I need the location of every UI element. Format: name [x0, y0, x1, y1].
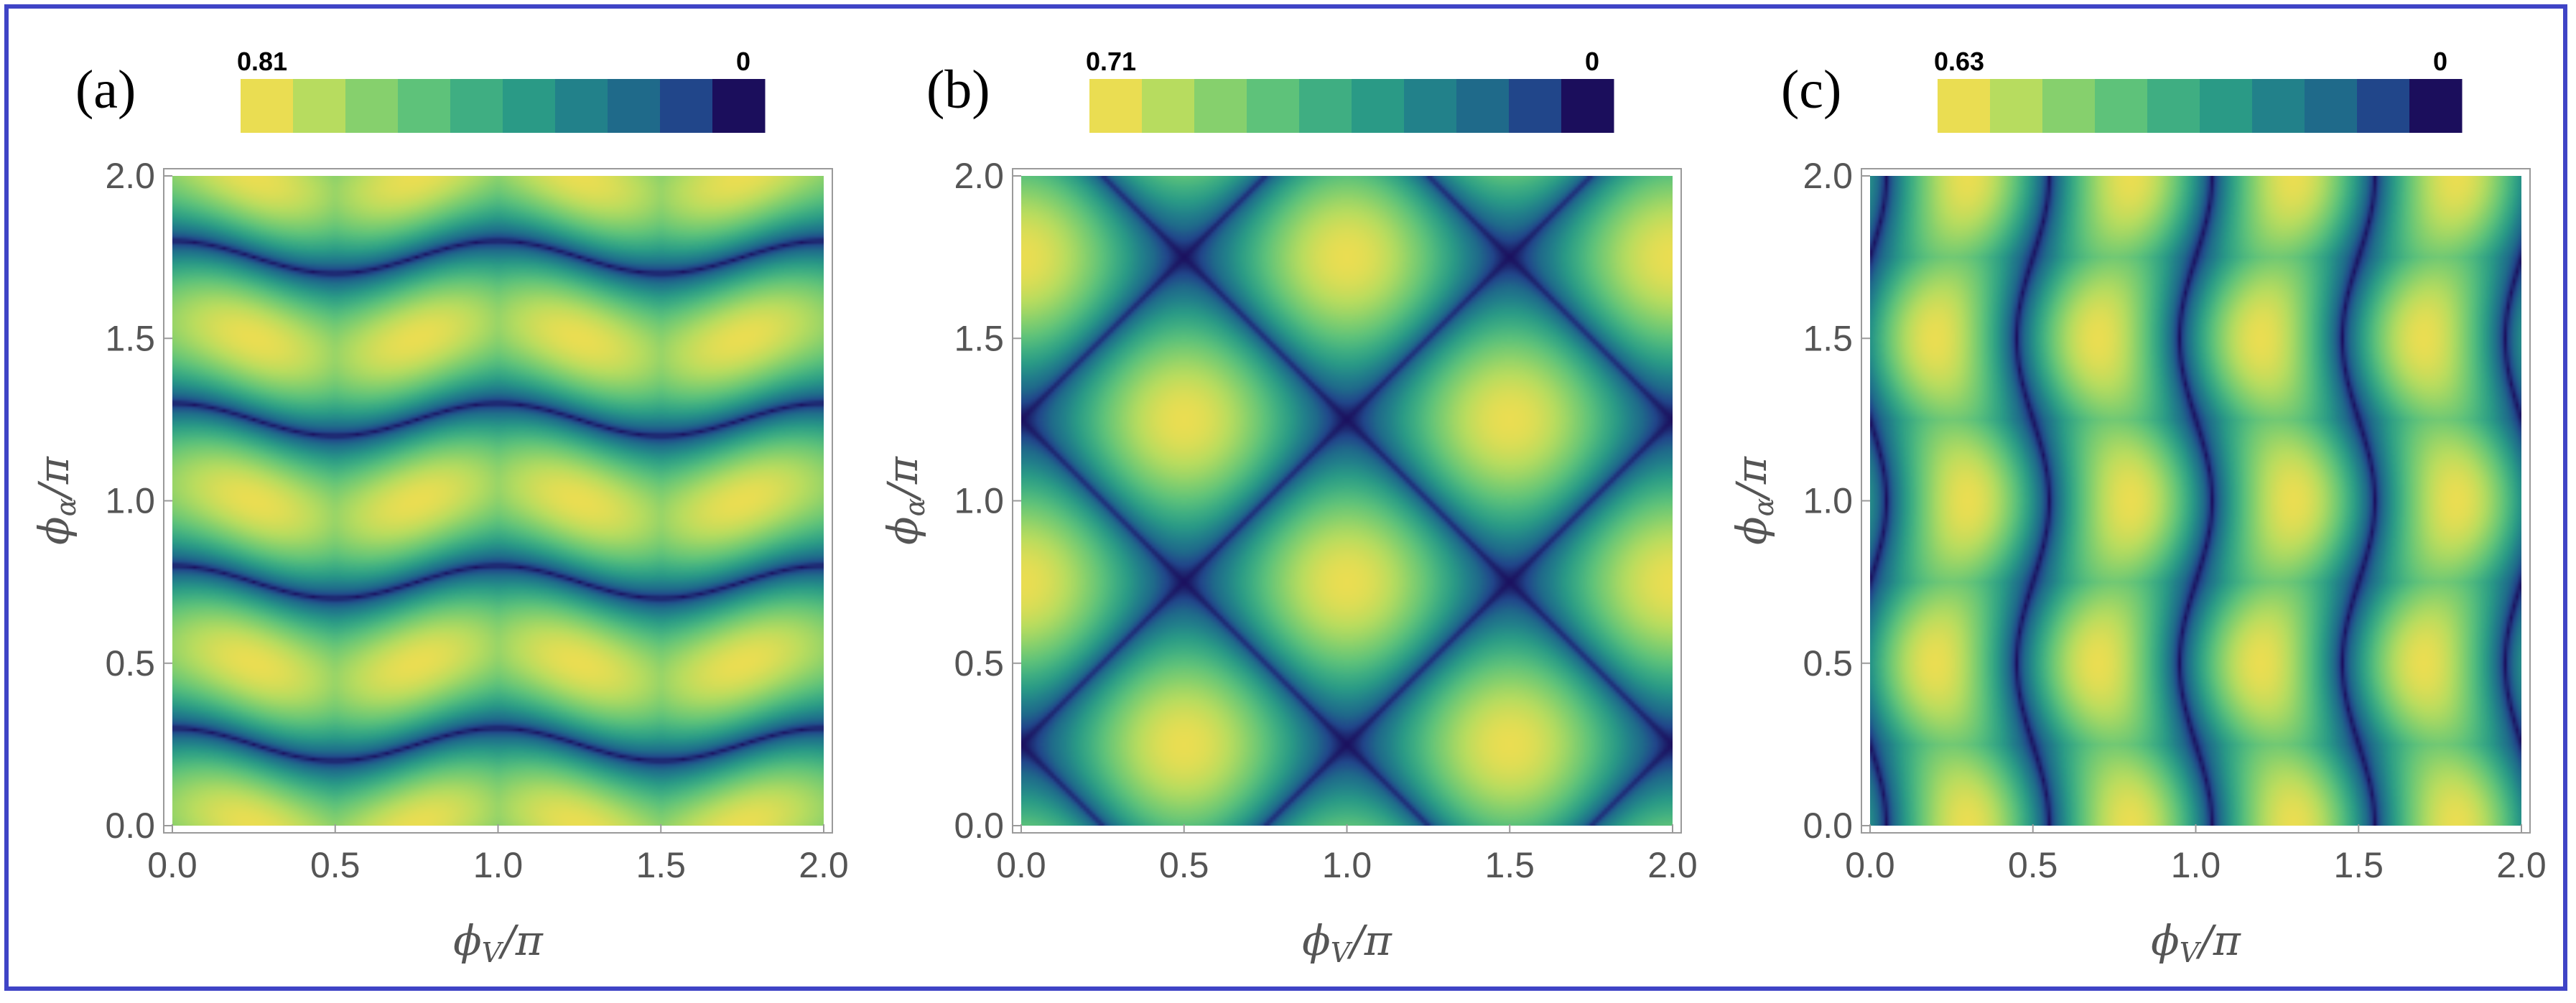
- x-tick-label: 2.0: [1647, 845, 1698, 885]
- colorbar-swatch: [503, 79, 556, 133]
- colorbar-swatch: [1509, 79, 1562, 133]
- x-tick-label: 1.5: [636, 845, 686, 885]
- colorbar-swatch: [241, 79, 294, 133]
- panel-c: (c) 0.63 0 0.0 0.5 1.0 1.5 2.0 0.0 0.5 1.0 1.5 2.0 ϕV…: [1727, 47, 2547, 969]
- panel-label-b: (b): [926, 60, 990, 120]
- colorbar-swatch: [1142, 79, 1195, 133]
- colorbar-swatch: [2409, 79, 2463, 133]
- y-tick-label: 0.0: [105, 806, 155, 846]
- y-tick-label: 0.0: [1803, 806, 1853, 846]
- colorbar-swatch: [2305, 79, 2358, 133]
- x-axis-label: ϕV/π: [2151, 916, 2241, 969]
- colorbar-swatch: [1247, 79, 1300, 133]
- colorbar-swatch: [2252, 79, 2305, 133]
- y-axis-label: ϕα/π: [1727, 456, 1780, 545]
- colorbar-max-label: 0.63: [1934, 47, 1984, 76]
- y-tick-label: 0.5: [105, 643, 155, 684]
- colorbar-swatch: [2095, 79, 2148, 133]
- colorbar-min-label: 0: [1585, 47, 1599, 76]
- y-tick-label: 2.0: [1803, 156, 1853, 196]
- y-tick-label: 2.0: [105, 156, 155, 196]
- x-tick-label: 0.5: [310, 845, 361, 885]
- y-tick-label: 0.5: [954, 643, 1004, 684]
- colorbar-swatch: [1456, 79, 1510, 133]
- colorbar-swatch: [2200, 79, 2253, 133]
- x-tick-label: 2.0: [2496, 845, 2547, 885]
- x-axis-label: ϕV/π: [453, 916, 544, 969]
- x-tick-label: 0.5: [2008, 845, 2058, 885]
- y-axis-label: ϕα/π: [29, 456, 82, 545]
- colorbar-swatch: [2042, 79, 2096, 133]
- colorbar-swatch: [2357, 79, 2410, 133]
- heatmap-c: [1870, 176, 2521, 826]
- y-tick-label: 1.0: [105, 481, 155, 521]
- colorbar-swatch: [608, 79, 661, 133]
- x-tick-label: 2.0: [799, 845, 849, 885]
- colorbar-swatch: [660, 79, 713, 133]
- colorbar-swatch: [1299, 79, 1352, 133]
- x-axis-label: ϕV/π: [1302, 916, 1392, 969]
- x-tick-label: 1.5: [1484, 845, 1535, 885]
- x-tick-label: 0.5: [1159, 845, 1209, 885]
- x-tick-label: 1.0: [473, 845, 524, 885]
- y-tick-label: 1.5: [1803, 318, 1853, 358]
- colorbar-a: 0.81 0: [237, 47, 766, 133]
- y-tick-label: 1.0: [954, 481, 1004, 521]
- colorbar-max-label: 0.81: [237, 47, 287, 76]
- heatmap-a: [172, 176, 824, 826]
- y-tick-label: 1.0: [1803, 481, 1853, 521]
- colorbar-max-label: 0.71: [1086, 47, 1136, 76]
- y-tick-label: 2.0: [954, 156, 1004, 196]
- colorbar-swatch: [1561, 79, 1614, 133]
- colorbar-swatch: [1352, 79, 1405, 133]
- panel-label-c: (c): [1781, 60, 1841, 120]
- x-tick-label: 1.5: [2333, 845, 2384, 885]
- colorbar-swatch: [1990, 79, 2043, 133]
- colorbar-min-label: 0: [2433, 47, 2447, 76]
- colorbar-swatch: [1089, 79, 1143, 133]
- colorbar-b: 0.71 0: [1086, 47, 1614, 133]
- colorbar-swatch: [2147, 79, 2200, 133]
- colorbar-swatch: [398, 79, 451, 133]
- x-tick-label: 0.0: [1845, 845, 1895, 885]
- colorbar-swatch: [1404, 79, 1457, 133]
- colorbar-min-label: 0: [736, 47, 750, 76]
- panel-a: (a) 0.81 0 0.0 0.5 1.0 1.5 2.0 0.0 0.5 1.0 1.5 2.0 ϕV…: [29, 47, 849, 969]
- y-tick-label: 0.5: [1803, 643, 1853, 684]
- panel-label-a: (a): [75, 60, 136, 120]
- y-tick-label: 1.5: [954, 318, 1004, 358]
- x-tick-label: 1.0: [2171, 845, 2221, 885]
- colorbar-swatch: [293, 79, 346, 133]
- y-axis-label: ϕα/π: [878, 456, 931, 545]
- colorbar-swatch: [1194, 79, 1247, 133]
- colorbar-swatch: [555, 79, 608, 133]
- colorbar-swatch: [712, 79, 766, 133]
- colorbar-swatch: [345, 79, 399, 133]
- y-tick-label: 0.0: [954, 806, 1004, 846]
- x-tick-label: 0.0: [147, 845, 197, 885]
- heatmap-b: [1021, 176, 1673, 826]
- x-tick-label: 0.0: [996, 845, 1046, 885]
- colorbar-swatch: [1938, 79, 1991, 133]
- panel-b: (b) 0.71 0 0.0 0.5 1.0 1.5 2.0 0.0 0.5 1.0 1.5 2.0 ϕV…: [878, 47, 1698, 969]
- y-tick-label: 1.5: [105, 318, 155, 358]
- colorbar-swatch: [450, 79, 503, 133]
- colorbar-c: 0.63 0: [1934, 47, 2463, 133]
- x-tick-label: 1.0: [1322, 845, 1372, 885]
